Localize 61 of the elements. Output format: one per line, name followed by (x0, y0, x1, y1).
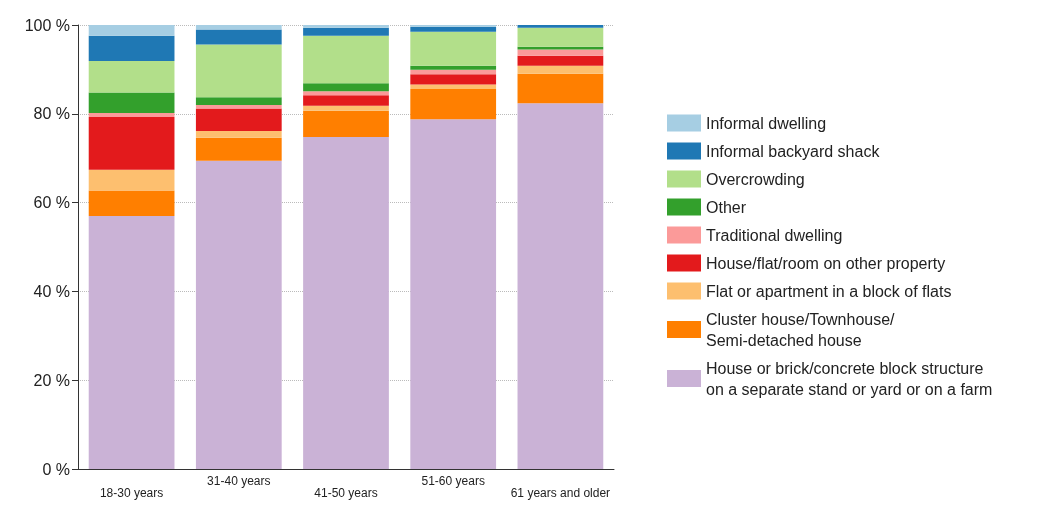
bar (88, 35, 175, 61)
y-tick-label: 40 % (33, 282, 70, 300)
bar (88, 190, 175, 216)
legend-label: Overcrowding (706, 170, 805, 188)
y-tick-label: 20 % (33, 371, 70, 389)
bar (88, 169, 175, 191)
legend-label: House/flat/room on other property (706, 254, 946, 272)
x-tick-label: 61 years and older (510, 486, 611, 500)
bar (195, 29, 282, 45)
bar (410, 119, 497, 469)
bar (303, 95, 389, 106)
y-tick-label: 60 % (33, 194, 70, 212)
bar (303, 83, 389, 92)
bar (88, 60, 175, 93)
bar (410, 31, 497, 66)
bar (88, 25, 175, 36)
bar (410, 88, 497, 120)
bar (195, 137, 282, 161)
bar (195, 160, 282, 469)
bar (517, 27, 604, 47)
bar (517, 65, 604, 74)
x-tick-label: 41-50 years (314, 486, 378, 500)
y-tick-label: 100 % (24, 16, 70, 34)
legend-label: Traditional dwelling (706, 226, 843, 244)
bar (303, 35, 389, 84)
bar (303, 110, 389, 137)
bar (88, 112, 175, 117)
x-tick-label: 18-30 years (99, 486, 164, 500)
bar (517, 73, 604, 104)
bar (517, 25, 604, 28)
bar (410, 69, 497, 75)
bar (517, 103, 604, 469)
bar (517, 55, 604, 66)
bar (195, 97, 282, 105)
bar (195, 25, 282, 30)
bar (410, 84, 497, 89)
legend-label: House or brick/concrete block structure on a separate stand or yard or on a farm (706, 359, 993, 398)
y-tick-label: 0 % (42, 460, 70, 478)
x-tick-label: 31-40 years (207, 474, 271, 488)
bar (303, 91, 389, 96)
legend-label: Informal backyard shack (706, 142, 881, 160)
bar (195, 44, 282, 98)
y-tick-label: 80 % (33, 105, 70, 123)
bar (410, 26, 497, 32)
bar (88, 116, 175, 170)
bar (195, 131, 282, 138)
bar (410, 65, 497, 70)
bar (88, 215, 175, 469)
legend-label: Other (706, 198, 747, 216)
bar (88, 92, 175, 113)
legend-label: Cluster house/Townhouse/Semi-detached house (706, 310, 896, 349)
legend-label: Flat or apartment in a block of flats (706, 282, 952, 300)
bar (303, 25, 389, 28)
bar (303, 136, 389, 469)
x-tick-label: 51-60 years (421, 474, 485, 488)
bar (517, 49, 604, 56)
legend-label: Informal dwelling (706, 114, 827, 132)
bar (410, 74, 497, 85)
bar (303, 27, 389, 36)
bar (303, 105, 389, 111)
bar (195, 108, 282, 132)
